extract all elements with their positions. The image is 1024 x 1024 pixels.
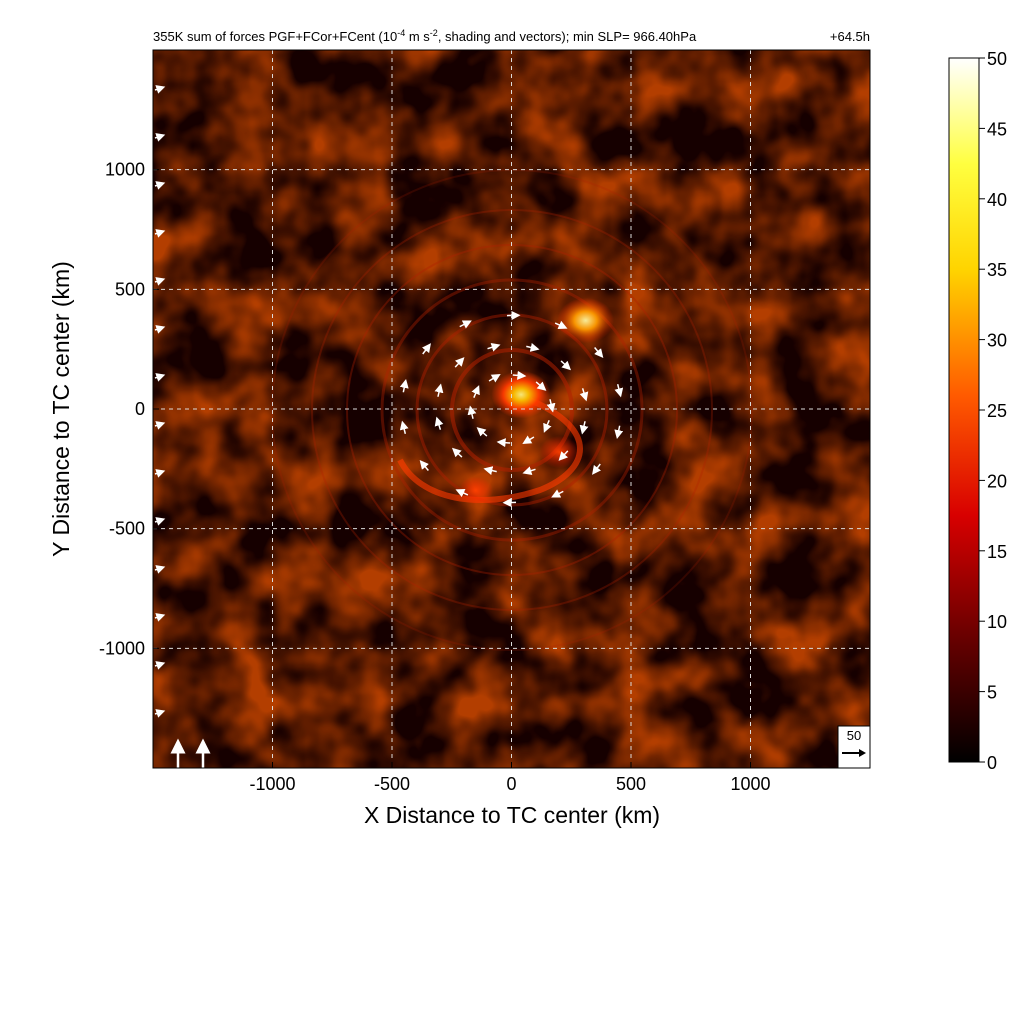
- force-vector: [471, 385, 480, 398]
- force-vector: [522, 435, 535, 445]
- y-axis-label: Y Distance to TC center (km): [48, 261, 74, 557]
- force-vector: [154, 613, 166, 622]
- hot-features: [458, 297, 614, 505]
- force-vector: [543, 420, 552, 433]
- force-vector: [455, 488, 469, 498]
- force-vector: [434, 383, 444, 397]
- force-vector: [451, 447, 463, 458]
- reference-arrowhead: [859, 749, 866, 757]
- force-vector: [594, 347, 604, 358]
- force-vector: [483, 466, 497, 475]
- force-vector: [488, 373, 501, 383]
- force-vector: [154, 133, 166, 142]
- y-tick-label: 500: [115, 279, 145, 299]
- force-vector: [614, 425, 624, 440]
- force-vector: [459, 320, 472, 329]
- colorbar-tick-label: 45: [987, 119, 1007, 139]
- colorbar-tick-label: 50: [987, 49, 1007, 69]
- force-vector: [476, 427, 488, 437]
- colorbar-tick-label: 20: [987, 471, 1007, 491]
- x-axis-label: X Distance to TC center (km): [364, 802, 660, 828]
- x-tick-label: -1000: [249, 774, 295, 794]
- force-vector: [154, 325, 166, 334]
- force-vector: [558, 450, 569, 461]
- force-vector: [560, 360, 572, 371]
- colorbar-gradient: [948, 57, 980, 763]
- force-vector: [419, 460, 429, 471]
- force-vector: [154, 709, 166, 718]
- force-vector: [592, 463, 602, 475]
- force-vector: [399, 378, 409, 393]
- force-vector: [154, 85, 166, 94]
- feature-core-maximum: [491, 370, 551, 419]
- force-vector: [487, 343, 501, 352]
- force-vector: [614, 383, 624, 398]
- feature-outer-hot-spot: [557, 297, 614, 344]
- force-vector: [154, 469, 166, 478]
- colorbar-tick-label: 25: [987, 401, 1007, 421]
- x-axis: -1000 -500 0 500 1000: [249, 762, 771, 794]
- force-vector: [496, 438, 511, 448]
- force-vector: [579, 421, 589, 435]
- figure-title: 355K sum of forces PGF+FCor+FCent (10-4 …: [153, 28, 697, 44]
- spiral-band: [397, 397, 583, 503]
- colorbar-ticks: 0 5 10 15 20 25 30 35 40 45 50: [979, 49, 1007, 773]
- feature-inner-ring: [458, 476, 494, 505]
- x-tick-label: 500: [616, 774, 646, 794]
- y-tick-label: -500: [109, 519, 145, 539]
- force-vector: [154, 565, 166, 574]
- reference-vector-label: 50: [847, 728, 861, 743]
- force-vectors: [154, 85, 624, 768]
- force-vector: [467, 405, 477, 419]
- force-vector: [554, 320, 568, 330]
- colorbar-tick-label: 15: [987, 542, 1007, 562]
- force-vector: [579, 388, 589, 402]
- colorbar-tick-label: 0: [987, 753, 997, 773]
- force-vector: [154, 229, 166, 238]
- x-tick-label: -500: [374, 774, 410, 794]
- colorbar-tick-label: 5: [987, 683, 997, 703]
- force-vector: [551, 489, 564, 498]
- colorbar-tick-label: 10: [987, 612, 1007, 632]
- force-vector: [399, 420, 409, 435]
- force-vector: [454, 357, 465, 368]
- y-tick-label: 1000: [105, 160, 145, 180]
- force-vector: [522, 466, 536, 475]
- force-vector: [154, 181, 166, 190]
- colorbar: 0 5 10 15 20 25 30 35 40 45 50: [948, 49, 1007, 773]
- force-vector: [526, 343, 540, 352]
- colorbar-tick-label: 30: [987, 331, 1007, 351]
- x-tick-label: 0: [506, 774, 516, 794]
- force-vector: [154, 517, 166, 526]
- colorbar-tick-label: 35: [987, 260, 1007, 280]
- force-vector: [154, 661, 166, 670]
- x-tick-label: 1000: [730, 774, 770, 794]
- y-axis: -1000 -500 0 500 1000: [99, 160, 159, 658]
- heatmap-field: [153, 50, 870, 768]
- y-tick-label: 0: [135, 399, 145, 419]
- feature-spiral-band: [539, 435, 580, 469]
- force-vector: [154, 373, 166, 382]
- reference-vector-key: 50: [837, 725, 871, 769]
- y-tick-label: -1000: [99, 638, 145, 658]
- colorbar-tick-label: 40: [987, 190, 1007, 210]
- force-vector: [546, 399, 556, 413]
- forecast-time-label: +64.5h: [830, 29, 870, 44]
- force-vector: [154, 421, 166, 430]
- force-vector: [535, 381, 547, 391]
- force-vector: [434, 416, 444, 430]
- force-vector: [512, 370, 527, 380]
- force-vector: [154, 277, 166, 286]
- force-vector: [421, 343, 431, 355]
